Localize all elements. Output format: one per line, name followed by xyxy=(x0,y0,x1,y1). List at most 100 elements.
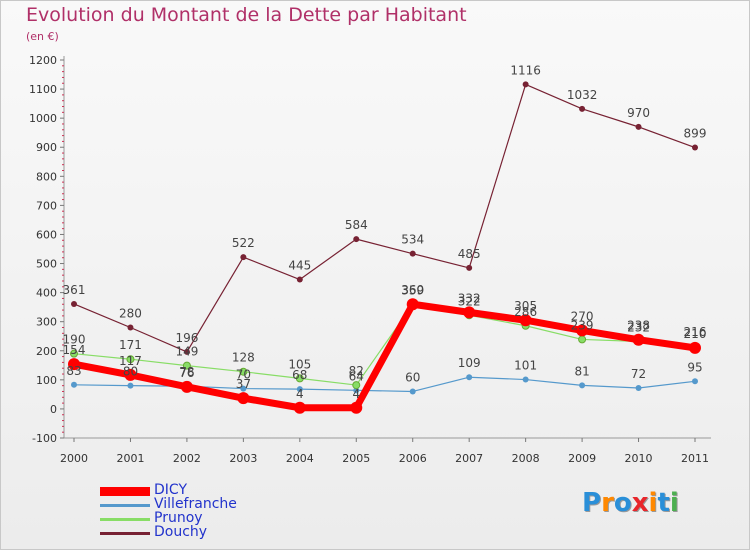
logo-letter: i xyxy=(669,488,679,518)
data-point-dicy xyxy=(463,306,476,319)
data-point-douchy xyxy=(296,276,303,283)
data-label: 149 xyxy=(175,345,198,359)
legend-swatch xyxy=(100,518,150,521)
y-tick-label: 600 xyxy=(36,228,57,241)
data-label: 83 xyxy=(66,364,81,378)
data-label: 68 xyxy=(292,368,307,382)
y-tick-label: 1000 xyxy=(29,112,57,125)
data-label: 64 xyxy=(349,369,364,383)
data-point-dicy xyxy=(576,324,589,337)
x-tick-label: 2007 xyxy=(455,452,483,465)
series-line-prunoy xyxy=(73,303,696,386)
chart-title: Evolution du Montant de la Dette par Hab… xyxy=(26,4,467,26)
data-label: 216 xyxy=(684,325,707,339)
data-label: 322 xyxy=(458,294,481,308)
x-tick-label: 2011 xyxy=(681,452,709,465)
series-line-douchy xyxy=(73,83,696,353)
data-label: 238 xyxy=(627,319,650,333)
data-label: 270 xyxy=(571,309,594,323)
logo-letter: t xyxy=(657,488,670,518)
data-label: 360 xyxy=(401,283,424,297)
data-point-douchy xyxy=(466,264,473,271)
data-point-villefranche xyxy=(127,382,134,389)
x-tick-label: 2009 xyxy=(568,452,596,465)
x-tick-label: 2004 xyxy=(286,452,314,465)
data-point-villefranche xyxy=(71,381,77,388)
data-point-villefranche xyxy=(409,388,416,395)
data-label: 101 xyxy=(514,359,537,373)
legend-swatch xyxy=(100,532,150,535)
data-label: 534 xyxy=(401,233,424,247)
data-label: 72 xyxy=(631,367,646,381)
data-point-prunoy xyxy=(182,361,191,370)
logo-letter: x xyxy=(631,488,649,518)
data-point-dicy xyxy=(124,368,137,381)
data-point-villefranche xyxy=(635,384,642,391)
logo-letter: o xyxy=(613,488,632,518)
data-label: 1116 xyxy=(510,63,541,77)
legend-label: Villefranche xyxy=(154,496,237,512)
data-label: 522 xyxy=(232,236,255,250)
data-label: 286 xyxy=(514,305,537,319)
data-label: 899 xyxy=(684,127,707,141)
data-label: 70 xyxy=(236,368,251,382)
data-point-prunoy xyxy=(126,355,135,364)
data-label: 82 xyxy=(349,364,364,378)
logo-letter: i xyxy=(648,488,658,518)
data-point-villefranche xyxy=(240,385,247,392)
data-point-dicy xyxy=(180,380,193,393)
data-label: 37 xyxy=(236,377,251,391)
data-point-dicy xyxy=(632,333,645,346)
data-label: 95 xyxy=(687,360,702,374)
data-label: 584 xyxy=(345,218,368,232)
x-tick-label: 2000 xyxy=(60,452,88,465)
data-point-villefranche xyxy=(522,376,529,383)
series-line-dicy xyxy=(70,300,699,412)
y-tick-label: 700 xyxy=(36,199,57,212)
chart-subtitle: (en €) xyxy=(26,30,59,43)
data-point-douchy xyxy=(522,81,529,88)
data-label: 305 xyxy=(514,299,537,313)
legend-label: Douchy xyxy=(154,524,208,540)
x-tick-label: 2003 xyxy=(229,452,257,465)
data-label: 239 xyxy=(571,318,594,332)
data-label: 332 xyxy=(458,291,481,305)
data-label: 359 xyxy=(401,284,424,298)
proxiti-logo: Proxiti xyxy=(582,488,679,518)
y-tick-label: 1100 xyxy=(29,83,57,96)
data-point-prunoy xyxy=(239,367,248,376)
data-point-prunoy xyxy=(295,374,304,383)
data-label: 1032 xyxy=(567,88,598,102)
x-tick-label: 2008 xyxy=(512,452,540,465)
y-tick-label: 900 xyxy=(36,141,57,154)
x-tick-label: 2005 xyxy=(342,452,370,465)
legend-label: DICY xyxy=(154,482,187,498)
legend-swatch xyxy=(100,487,150,496)
data-label: 196 xyxy=(175,331,198,345)
data-point-villefranche xyxy=(296,386,303,393)
y-tick-label: 0 xyxy=(50,403,57,416)
data-point-dicy xyxy=(237,392,250,405)
data-label: 280 xyxy=(119,307,142,321)
data-point-douchy xyxy=(692,144,698,151)
data-point-villefranche xyxy=(692,378,698,385)
data-point-douchy xyxy=(579,105,586,112)
data-point-dicy xyxy=(350,401,363,414)
data-point-dicy xyxy=(406,298,419,311)
data-point-dicy xyxy=(689,341,701,354)
data-point-villefranche xyxy=(353,387,360,394)
x-tick-label: 2002 xyxy=(173,452,201,465)
data-label: 445 xyxy=(288,259,311,273)
data-label: 4 xyxy=(352,387,360,401)
data-label: 361 xyxy=(63,283,86,297)
y-tick-label: 300 xyxy=(36,316,57,329)
y-tick-label: 400 xyxy=(36,287,57,300)
data-label: 117 xyxy=(119,354,142,368)
data-label: 78 xyxy=(179,365,194,379)
data-label: 128 xyxy=(232,351,255,365)
data-point-dicy xyxy=(293,401,306,414)
data-label: 81 xyxy=(574,364,589,378)
y-tick-label: 1200 xyxy=(29,54,57,67)
